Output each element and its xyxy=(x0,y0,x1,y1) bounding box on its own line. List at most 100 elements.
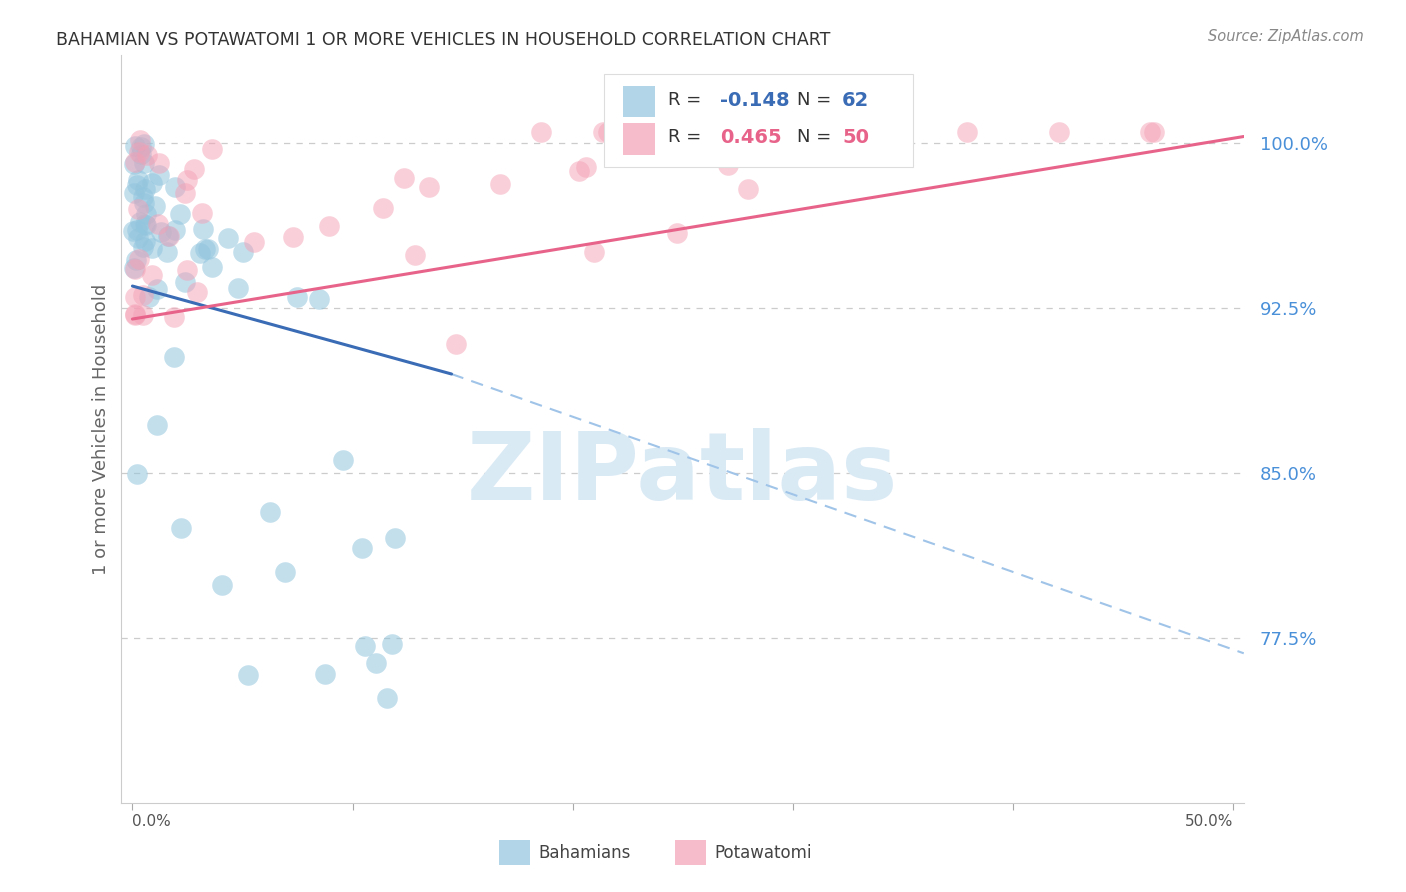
Point xyxy=(236,668,259,682)
Point xyxy=(592,125,614,139)
Point xyxy=(169,207,191,221)
FancyBboxPatch shape xyxy=(605,74,912,168)
Text: 0.465: 0.465 xyxy=(720,128,782,147)
Point xyxy=(141,241,163,255)
Point xyxy=(129,140,152,154)
Point xyxy=(143,199,166,213)
Point xyxy=(226,281,249,295)
Point xyxy=(583,244,606,259)
Point xyxy=(174,186,197,201)
Point xyxy=(392,171,415,186)
Point xyxy=(122,224,145,238)
Point xyxy=(332,452,354,467)
Point xyxy=(717,158,740,172)
Point xyxy=(287,290,309,304)
Point xyxy=(124,290,146,304)
Point xyxy=(568,163,591,178)
Point xyxy=(124,262,146,277)
Point xyxy=(575,160,598,174)
Point xyxy=(314,667,336,681)
Point xyxy=(354,639,377,653)
Point xyxy=(201,142,224,156)
Point xyxy=(122,186,145,200)
Point xyxy=(170,521,193,535)
Point xyxy=(193,221,215,235)
Point xyxy=(141,268,163,283)
Point xyxy=(404,248,426,262)
Point xyxy=(125,178,148,192)
Point xyxy=(737,181,759,195)
Point xyxy=(751,125,773,139)
Point xyxy=(134,182,156,196)
Point xyxy=(124,308,146,322)
Point xyxy=(125,222,148,236)
Point xyxy=(364,656,387,670)
Point xyxy=(150,225,173,239)
Point xyxy=(274,566,297,580)
Point xyxy=(124,154,146,169)
Point xyxy=(211,578,233,592)
Text: BAHAMIAN VS POTAWATOMI 1 OR MORE VEHICLES IN HOUSEHOLD CORRELATION CHART: BAHAMIAN VS POTAWATOMI 1 OR MORE VEHICLE… xyxy=(56,31,831,49)
Point xyxy=(418,180,440,194)
Point xyxy=(444,337,467,351)
Point xyxy=(176,173,198,187)
Text: -0.148: -0.148 xyxy=(720,90,789,110)
Point xyxy=(125,467,148,481)
Point xyxy=(124,307,146,321)
Point xyxy=(134,137,156,152)
Point xyxy=(132,287,155,301)
Point xyxy=(186,285,208,299)
Text: 50: 50 xyxy=(842,128,869,147)
Point xyxy=(176,263,198,277)
Point xyxy=(131,240,153,254)
Point xyxy=(156,245,179,260)
Text: R =: R = xyxy=(668,128,707,146)
Point xyxy=(138,290,160,304)
Point xyxy=(217,231,239,245)
Point xyxy=(243,235,266,249)
Y-axis label: 1 or more Vehicles in Household: 1 or more Vehicles in Household xyxy=(93,284,110,574)
Point xyxy=(163,223,186,237)
Point xyxy=(127,231,149,245)
Point xyxy=(132,308,155,322)
Point xyxy=(122,261,145,276)
Text: Source: ZipAtlas.com: Source: ZipAtlas.com xyxy=(1208,29,1364,44)
Point xyxy=(141,176,163,190)
Bar xyxy=(623,86,655,117)
Point xyxy=(633,125,655,139)
Text: Bahamians: Bahamians xyxy=(538,844,631,862)
Point xyxy=(128,133,150,147)
Point xyxy=(890,125,912,139)
Point xyxy=(128,145,150,159)
Point xyxy=(868,125,890,139)
Text: N =: N = xyxy=(797,91,837,109)
Point xyxy=(132,189,155,203)
Point xyxy=(232,244,254,259)
Point xyxy=(157,229,180,244)
Point xyxy=(174,276,197,290)
Point xyxy=(132,196,155,211)
Text: 0.0%: 0.0% xyxy=(132,814,172,829)
Point xyxy=(163,179,186,194)
Point xyxy=(955,125,977,139)
Point xyxy=(1139,125,1161,139)
Point xyxy=(127,172,149,186)
Point xyxy=(146,282,169,296)
Point xyxy=(146,218,169,232)
Point xyxy=(666,226,689,240)
Point xyxy=(375,690,398,705)
Point xyxy=(127,202,149,216)
Point xyxy=(163,350,186,364)
Point xyxy=(135,207,157,221)
Point xyxy=(201,260,224,274)
Point xyxy=(318,219,340,233)
Point xyxy=(157,229,180,244)
Point xyxy=(259,505,281,519)
Point xyxy=(148,169,170,183)
Point xyxy=(183,162,205,177)
Point xyxy=(190,205,212,219)
Point xyxy=(350,541,373,556)
Point xyxy=(125,252,148,267)
Point xyxy=(381,637,404,651)
Point xyxy=(128,252,150,267)
